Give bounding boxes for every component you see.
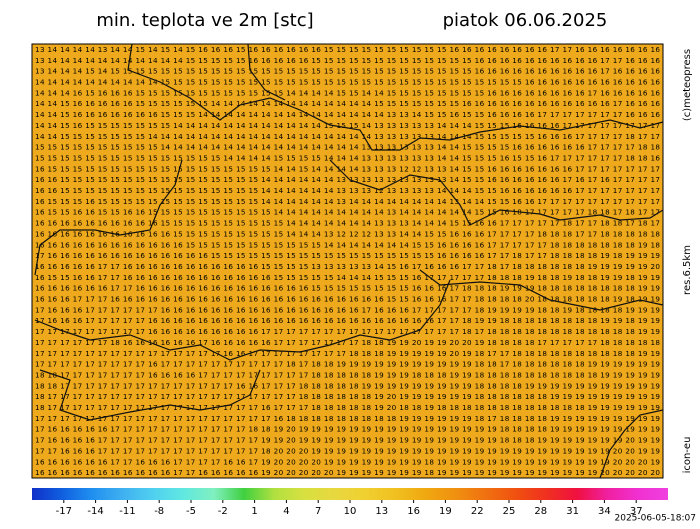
value-row: 17 17 17 17 17 17 17 17 17 17 17 17 17 1… [35,414,660,423]
value-row: 16 16 16 16 16 16 16 16 16 16 16 16 15 1… [35,240,660,249]
colorbar-tick-label: -17 [56,506,72,517]
value-row: 16 16 16 16 16 16 16 16 16 16 16 17 17 1… [35,468,660,477]
colorbar-tick-label: -5 [186,506,196,517]
copyright: (c)meteopress [682,49,693,121]
value-row: 14 14 14 16 15 16 16 16 15 15 15 15 15 1… [35,88,660,97]
value-row: 14 14 15 16 16 16 16 16 15 15 15 15 15 1… [35,99,660,108]
colorbar-tick-label: 37 [630,506,643,517]
colorbar-tick-label: 1 [251,506,257,517]
value-row: 17 17 17 17 17 17 17 17 17 17 17 17 17 1… [35,349,660,358]
value-row: 16 15 15 15 15 15 15 15 15 15 15 15 15 1… [35,164,660,173]
value-row: 16 16 16 16 16 17 17 16 16 16 16 16 16 1… [35,262,660,271]
value-row: 16 15 15 16 16 15 15 16 16 15 15 15 15 1… [35,208,660,217]
border-line [127,43,664,151]
value-row: 14 14 15 15 15 15 15 15 15 14 14 14 14 1… [35,132,660,141]
colorbar-tick-label: 34 [598,506,611,517]
value-row: 14 14 14 14 14 14 14 14 14 14 15 15 15 1… [35,78,660,87]
colorbar-tick-label: -2 [218,506,228,517]
value-row: 17 16 16 16 16 16 16 16 16 16 16 16 16 1… [35,251,660,260]
resolution: res.6.5km [682,245,693,295]
border-line [34,159,183,276]
value-row: 18 17 17 17 17 17 17 17 17 17 17 17 17 1… [35,392,660,401]
map-area [31,43,664,479]
value-row: 13 14 14 14 14 14 14 14 14 14 14 14 15 1… [35,56,660,65]
value-row: 16 15 15 15 16 15 15 15 15 15 15 15 15 1… [35,197,660,206]
colorbar-tick-label: 4 [283,506,289,517]
border-line [599,409,664,479]
value-row: 13 14 14 14 14 13 14 14 15 14 15 14 15 1… [35,45,660,54]
value-row: 14 14 15 16 16 16 16 16 16 16 15 15 15 1… [35,110,660,119]
map-title: min. teplota ve 2m [stc] [96,10,313,31]
forecast-date: piatok 06.06.2025 [443,10,608,31]
model-name: icon-eu [682,437,693,474]
value-row: 16 16 16 16 16 16 17 17 16 16 16 17 17 1… [35,457,660,466]
value-row: 18 18 17 17 17 17 17 17 17 17 17 17 17 1… [35,381,660,390]
colorbar-tick-label: 19 [439,506,452,517]
colorbar [32,488,668,500]
value-row: 18 17 17 17 17 17 17 17 17 17 17 17 17 1… [35,403,660,412]
value-row: 17 16 16 16 17 17 17 17 17 17 16 16 16 1… [35,305,660,314]
timestamp: 2025-06-05-18:07 [615,514,697,524]
colorbar-tick-label: 13 [375,506,388,517]
border-line [39,369,261,421]
value-row: 16 16 16 16 16 16 17 17 16 16 16 16 16 1… [35,284,660,293]
colorbar-tick-label: 25 [503,506,516,517]
colorbar-tick-label: -14 [87,506,103,517]
value-row: 17 16 16 16 16 17 17 17 17 17 17 17 17 1… [35,436,660,445]
colorbar-tick-label: 31 [566,506,579,517]
value-row: 17 16 16 16 16 16 17 17 17 17 17 17 17 1… [35,425,660,434]
border-line [329,159,664,226]
colorbar-tick-label: -8 [154,506,164,517]
value-row: 14 14 15 16 15 15 15 15 15 15 15 14 14 1… [35,121,660,130]
border-line [34,279,451,361]
borders [34,43,664,479]
border-line [419,269,664,311]
value-row: 13 14 14 14 15 14 15 15 15 15 15 15 15 1… [35,67,660,76]
value-row: 16 16 16 16 16 16 16 16 16 16 16 15 15 1… [35,229,660,238]
value-row: 15 15 15 15 15 15 15 15 15 15 14 14 14 1… [35,143,660,152]
value-grid: 13 14 14 14 14 13 14 14 15 14 15 14 15 1… [35,45,660,477]
colorbar-tick-label: 10 [344,506,357,517]
value-row: 16 15 15 16 16 17 17 16 16 16 16 16 16 1… [35,273,660,282]
colorbar-tick-label: 16 [407,506,420,517]
border-line [247,43,286,101]
colorbar-tick-label: -11 [119,506,135,517]
value-row: 15 15 15 15 15 15 15 15 15 15 15 15 15 1… [35,153,660,162]
colorbar-tick-label: 7 [315,506,321,517]
value-row: 16 16 16 16 16 16 16 16 16 16 15 15 15 1… [35,219,660,228]
value-row: 17 16 16 16 17 17 17 17 17 16 16 16 16 1… [35,316,660,325]
value-row: 17 17 16 16 16 17 17 17 17 17 17 17 17 1… [35,446,660,455]
colorbar-ticks: -17 -14 -11 -8 -5 -2 1 4 7 10 13 16 19 22 25 28 31 34 37 [56,500,643,517]
value-row: 16 16 15 15 15 15 15 15 15 15 15 15 15 1… [35,175,660,184]
value-row: 16 16 15 15 15 15 15 15 15 15 15 15 15 1… [35,186,660,195]
value-row: 18 18 17 17 17 17 17 17 17 16 16 16 16 1… [35,370,660,379]
value-row: 17 17 17 17 17 17 17 17 17 16 17 17 17 1… [35,360,660,369]
value-row: 17 17 17 17 17 17 17 17 17 16 16 16 16 1… [35,327,660,336]
value-row: 16 16 16 17 17 17 16 16 16 16 16 16 16 1… [35,295,660,304]
colorbar-tick-label: 28 [534,506,547,517]
colorbar-tick-label: 22 [471,506,484,517]
value-row: 17 17 17 17 17 17 18 16 16 16 16 16 16 1… [35,338,660,347]
